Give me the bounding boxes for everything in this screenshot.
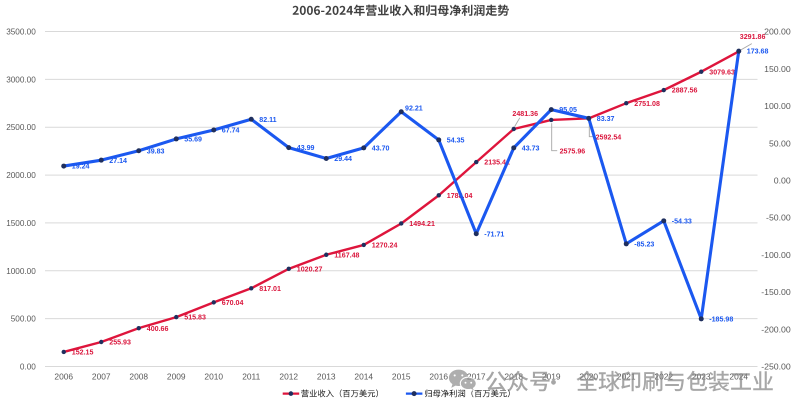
svg-text:2887.56: 2887.56	[672, 87, 698, 95]
svg-text:27.14: 27.14	[109, 157, 127, 165]
svg-text:83.37: 83.37	[597, 115, 615, 123]
svg-text:200.00: 200.00	[764, 27, 791, 37]
svg-text:1494.21: 1494.21	[409, 220, 435, 228]
svg-text:1500.00: 1500.00	[6, 219, 36, 228]
svg-text:1020.27: 1020.27	[297, 265, 323, 273]
svg-text:-250.00: -250.00	[761, 362, 791, 372]
svg-text:2020: 2020	[579, 371, 598, 381]
svg-text:19.24: 19.24	[72, 163, 90, 171]
svg-text:2007: 2007	[92, 371, 111, 381]
svg-text:3500.00: 3500.00	[6, 28, 36, 37]
svg-text:1270.24: 1270.24	[372, 242, 398, 250]
svg-text:2751.08: 2751.08	[634, 100, 660, 108]
svg-text:-150.00: -150.00	[761, 287, 791, 297]
svg-text:3079.63: 3079.63	[709, 68, 735, 76]
svg-text:2014: 2014	[354, 371, 373, 381]
svg-text:-71.71: -71.71	[484, 230, 504, 238]
svg-text:2481.36: 2481.36	[512, 110, 538, 118]
svg-text:2009: 2009	[167, 371, 186, 381]
svg-text:2575.96: 2575.96	[560, 147, 586, 155]
svg-text:43.70: 43.70	[372, 144, 390, 152]
svg-text:55.69: 55.69	[184, 136, 202, 144]
svg-text:50.00: 50.00	[769, 138, 791, 148]
svg-text:2019: 2019	[542, 371, 561, 381]
svg-text:400.66: 400.66	[147, 325, 169, 333]
svg-text:-54.33: -54.33	[672, 217, 692, 225]
svg-text:0.00: 0.00	[20, 363, 36, 372]
svg-text:100.00: 100.00	[764, 101, 791, 111]
svg-text:92.21: 92.21	[405, 105, 423, 113]
svg-text:-185.98: -185.98	[709, 315, 733, 323]
svg-text:152.15: 152.15	[72, 349, 94, 357]
svg-text:255.93: 255.93	[109, 339, 131, 347]
svg-text:1167.48: 1167.48	[334, 251, 359, 259]
svg-text:43.73: 43.73	[522, 144, 540, 152]
svg-text:2023: 2023	[692, 371, 711, 381]
svg-text:29.44: 29.44	[334, 155, 352, 163]
svg-text:2011: 2011	[242, 371, 260, 381]
svg-text:-100.00: -100.00	[761, 250, 791, 260]
svg-text:-50.00: -50.00	[766, 213, 791, 223]
svg-text:54.35: 54.35	[447, 137, 465, 145]
svg-text:3000.00: 3000.00	[6, 75, 36, 84]
svg-text:1000.00: 1000.00	[6, 267, 36, 276]
svg-text:173.68: 173.68	[747, 48, 769, 56]
svg-text:150.00: 150.00	[764, 64, 791, 74]
svg-text:2008: 2008	[129, 371, 148, 381]
svg-text:3291.86: 3291.86	[740, 33, 766, 41]
svg-text:2013: 2013	[317, 371, 336, 381]
svg-text:82.11: 82.11	[259, 116, 276, 124]
svg-text:2012: 2012	[279, 371, 298, 381]
svg-text:39.83: 39.83	[147, 147, 165, 155]
svg-text:43.99: 43.99	[297, 144, 315, 152]
svg-text:95.05: 95.05	[559, 106, 577, 114]
svg-text:515.83: 515.83	[184, 314, 206, 322]
svg-text:2021: 2021	[617, 371, 636, 381]
svg-text:2010: 2010	[204, 371, 223, 381]
svg-text:-85.23: -85.23	[634, 240, 654, 248]
svg-text:817.01: 817.01	[259, 285, 281, 293]
svg-text:2500.00: 2500.00	[6, 123, 36, 132]
svg-text:2024: 2024	[729, 371, 748, 381]
svg-text:2022: 2022	[654, 371, 673, 381]
svg-text:2592.54: 2592.54	[596, 133, 622, 141]
svg-text:2135.41: 2135.41	[484, 159, 510, 167]
svg-text:2016: 2016	[429, 371, 448, 381]
svg-text:-200.00: -200.00	[761, 324, 791, 334]
svg-text:0.00: 0.00	[774, 175, 791, 185]
svg-text:2015: 2015	[392, 371, 411, 381]
svg-text:2000.00: 2000.00	[6, 171, 36, 180]
svg-text:2017: 2017	[467, 371, 486, 381]
svg-text:670.04: 670.04	[222, 299, 244, 307]
svg-text:500.00: 500.00	[11, 315, 36, 324]
svg-text:67.74: 67.74	[222, 127, 240, 135]
svg-text:2006: 2006	[54, 371, 73, 381]
